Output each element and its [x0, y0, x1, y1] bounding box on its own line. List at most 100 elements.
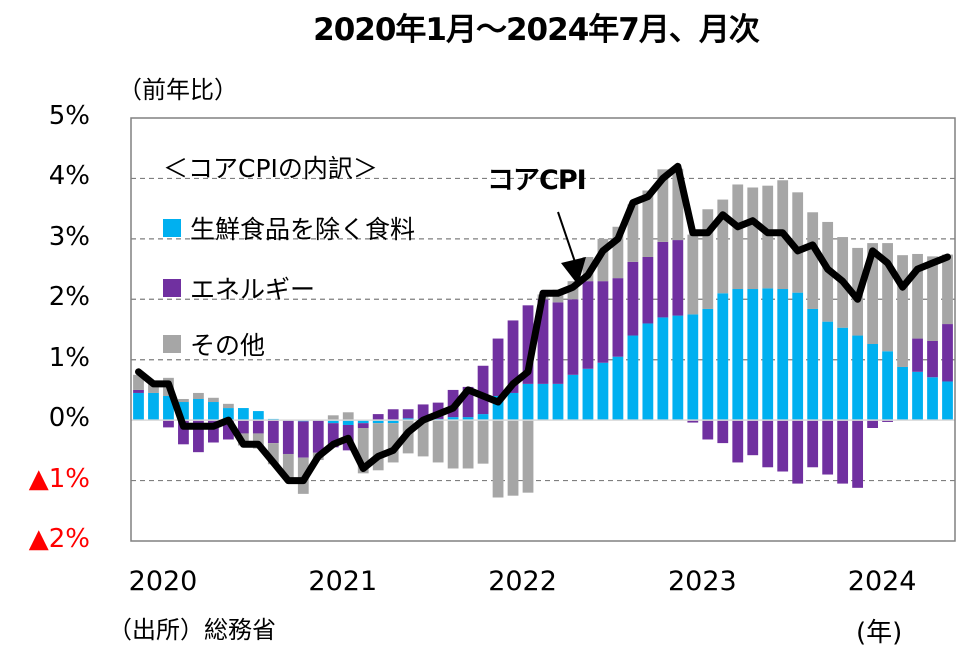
bar-segment-food — [627, 335, 639, 421]
legend-title: ＜コアCPIの内訳＞ — [163, 154, 378, 183]
bar-segment-food — [462, 417, 474, 421]
bar-segment-energy — [777, 420, 789, 472]
bar-segment-food — [717, 293, 729, 421]
bar-segment-food — [702, 308, 714, 421]
bar-segment-other — [462, 420, 474, 469]
bar-segment-energy — [837, 420, 849, 484]
bar-segment-other — [927, 256, 938, 341]
bar-segment-other — [417, 420, 429, 457]
bar-segment-food — [942, 381, 953, 421]
y-tick-label: 5% — [48, 101, 90, 131]
bar-segment-energy — [507, 320, 519, 393]
bar-segment-energy — [822, 420, 834, 475]
bar-segment-food — [867, 344, 878, 421]
bar-segment-other — [357, 427, 369, 474]
bar-segment-food — [762, 288, 774, 421]
bar-segment-energy — [282, 420, 294, 454]
bar-segment-food — [507, 392, 519, 421]
bar-segment-other — [522, 420, 534, 493]
bar-segment-energy — [387, 409, 399, 421]
bar-segment-energy — [717, 420, 729, 444]
bar-segment-other — [762, 185, 774, 289]
bar-segment-other — [627, 204, 639, 262]
bar-segment-energy — [522, 305, 534, 384]
bar-segment-food — [927, 377, 938, 421]
bar-segment-food — [193, 398, 204, 421]
bar-segment-energy — [417, 404, 429, 419]
bar-segment-energy — [133, 389, 144, 393]
bar-segment-food — [522, 383, 534, 421]
x-tick-label: 2024 — [847, 566, 917, 597]
bar-segment-food — [642, 323, 654, 421]
bar-segment-food — [163, 395, 174, 421]
bar-segment-energy — [747, 420, 759, 456]
bar-segment-other — [597, 238, 609, 282]
bar-segment-energy — [942, 324, 953, 382]
bar-segment-food — [822, 321, 834, 421]
bar-segment-other — [507, 420, 519, 496]
bar-segment-energy — [732, 420, 744, 463]
bar-segment-other — [612, 226, 624, 279]
x-tick-label: 2020 — [128, 566, 198, 597]
bar-segment-energy — [762, 420, 774, 468]
bar-segment-other — [807, 212, 819, 309]
bar-segment-other — [342, 412, 354, 421]
bar-segment-food — [807, 308, 819, 421]
legend-swatch-food — [163, 219, 181, 237]
bar-segment-other — [193, 392, 204, 399]
bar-segment-energy — [672, 240, 684, 316]
legend-swatch-other — [163, 335, 181, 353]
chart-title: 2020年1月～2024年7月、月次 — [313, 12, 760, 48]
bar-segment-food — [852, 335, 864, 421]
bar-segment-food — [447, 417, 459, 421]
bar-segment-other — [642, 190, 654, 257]
bar-segment-food — [342, 420, 354, 425]
legend: ＜コアCPIの内訳＞ 生鮮食品を除く食料 エネルギー その他 — [163, 154, 415, 360]
bar-segment-food — [178, 402, 189, 421]
bar-segment-food — [477, 414, 489, 421]
bar-segment-other — [133, 374, 144, 390]
bar-segment-other — [267, 443, 279, 465]
callout-arrow — [557, 211, 586, 285]
bar-segment-energy — [267, 420, 279, 444]
y-tick-label: 4% — [48, 161, 90, 192]
plot-frame — [130, 117, 956, 542]
bar-segment-other — [792, 192, 804, 293]
y-tick-label: 3% — [48, 221, 90, 252]
bar-segment-other — [882, 243, 893, 352]
bar-segment-other — [912, 253, 923, 339]
legend-swatch-energy — [163, 279, 181, 297]
bar-segment-energy — [237, 420, 249, 434]
bar-segment-energy — [867, 420, 878, 428]
x-tick-label: 2023 — [667, 566, 737, 597]
bar-segment-other — [687, 234, 699, 315]
x-tick-label: 2021 — [308, 566, 378, 597]
bar-segment-food — [582, 368, 594, 421]
bar-segment-energy — [252, 420, 264, 434]
bar-segment-energy — [312, 420, 324, 453]
bar-segment-food — [567, 374, 579, 421]
bar-segment-energy — [208, 420, 219, 443]
bar-segment-energy — [462, 386, 474, 418]
core-cpi-callout-label: コアCPI — [487, 165, 587, 196]
bar-segment-energy — [178, 420, 189, 445]
legend-label-energy: エネルギー — [190, 275, 315, 304]
bar-segment-energy — [612, 278, 624, 357]
y-tick-label: 1% — [48, 342, 90, 373]
bar-segment-other — [702, 209, 714, 309]
bar-segment-food — [792, 292, 804, 421]
bar-segment-energy — [912, 338, 923, 372]
bar-segment-other — [387, 423, 399, 463]
bar-segment-other — [372, 423, 384, 471]
bar-segment-other — [222, 403, 234, 409]
bar-segment-energy — [402, 409, 414, 419]
bar-segment-food — [552, 383, 564, 421]
bar-segment-other — [672, 168, 684, 241]
bar-segment-energy — [372, 414, 384, 421]
bar-segment-food — [133, 392, 144, 421]
bar-segment-energy — [702, 420, 714, 440]
bar-segment-other — [432, 420, 444, 463]
bar-segment-food — [597, 362, 609, 421]
bar-segment-energy — [492, 338, 504, 396]
bar-segment-other — [942, 254, 953, 325]
